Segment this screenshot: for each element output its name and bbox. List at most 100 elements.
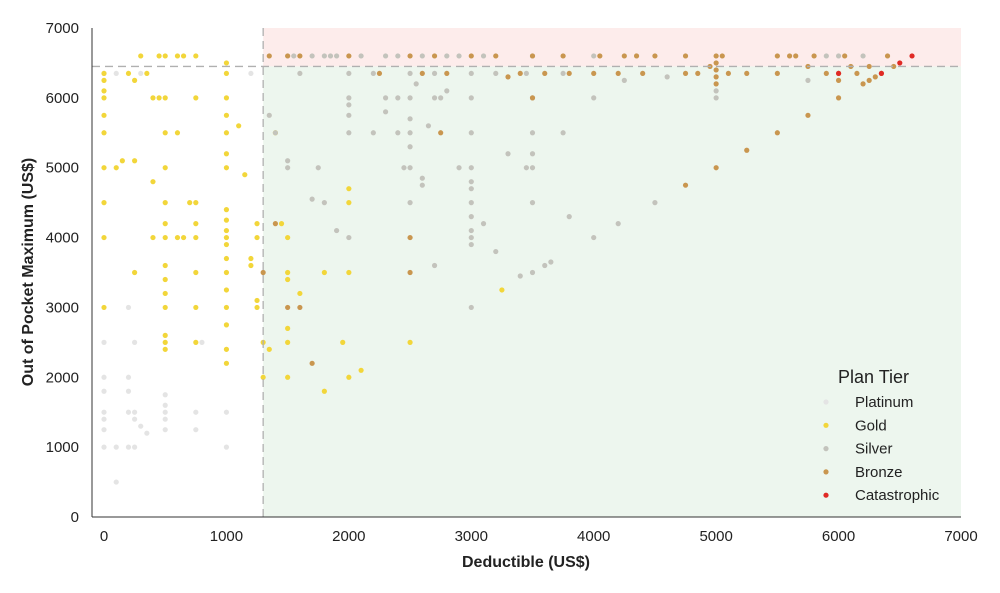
point-bronze: [793, 53, 799, 59]
point-gold: [156, 53, 162, 59]
point-gold: [223, 151, 230, 157]
point-silver: [346, 102, 352, 108]
point-platinum: [138, 423, 144, 429]
y-tick-label: 2000: [46, 369, 79, 386]
point-silver: [664, 74, 670, 80]
x-tick-label: 5000: [699, 528, 732, 545]
point-gold: [223, 60, 230, 66]
x-tick-label: 3000: [455, 528, 488, 545]
point-platinum: [101, 374, 107, 380]
point-bronze: [744, 147, 750, 153]
point-silver: [480, 53, 487, 59]
point-silver: [468, 227, 474, 234]
x-tick-label: 6000: [822, 528, 855, 545]
point-gold: [101, 77, 107, 83]
point-silver: [346, 70, 352, 77]
point-gold: [260, 374, 266, 380]
point-gold: [174, 234, 181, 241]
point-silver: [407, 116, 413, 122]
point-bronze: [560, 53, 566, 59]
point-bronze: [260, 269, 266, 276]
point-bronze: [407, 53, 413, 59]
point-gold: [193, 221, 199, 227]
point-silver: [285, 158, 291, 164]
point-silver: [395, 130, 401, 136]
point-silver: [468, 241, 474, 248]
point-platinum: [162, 409, 168, 415]
point-bronze: [866, 63, 872, 70]
point-platinum: [125, 374, 132, 380]
point-bronze: [719, 53, 725, 59]
point-silver: [438, 95, 444, 101]
y-tick-label: 7000: [46, 20, 79, 37]
point-gold: [223, 360, 230, 366]
point-silver: [523, 165, 529, 171]
point-silver: [419, 53, 425, 59]
point-silver: [327, 53, 334, 59]
point-silver: [468, 165, 474, 171]
region-lower: [263, 66, 962, 518]
point-gold: [162, 234, 168, 241]
point-bronze: [842, 53, 848, 59]
point-bronze: [774, 53, 780, 59]
point-silver: [468, 304, 474, 311]
point-silver: [713, 88, 719, 94]
point-platinum: [193, 427, 199, 433]
point-gold: [321, 388, 327, 394]
point-bronze: [872, 74, 878, 80]
legend-label-platinum: Platinum: [855, 394, 913, 411]
point-gold: [138, 53, 144, 59]
point-gold: [297, 290, 303, 297]
point-silver: [591, 95, 597, 101]
point-silver: [413, 81, 419, 87]
point-silver: [505, 151, 511, 157]
point-gold: [285, 276, 291, 283]
legend-label-gold: Gold: [855, 417, 887, 434]
point-gold: [346, 374, 352, 380]
point-bronze: [591, 70, 597, 77]
point-platinum: [101, 388, 107, 394]
point-bronze: [682, 182, 689, 188]
point-platinum: [125, 388, 132, 394]
point-platinum: [162, 402, 168, 408]
point-silver: [407, 200, 413, 206]
point-gold: [407, 339, 413, 345]
point-bronze: [682, 70, 689, 77]
point-gold: [223, 70, 230, 77]
point-gold: [125, 70, 132, 77]
point-gold: [248, 255, 254, 262]
point-silver: [566, 214, 572, 220]
point-bronze: [774, 130, 780, 136]
point-silver: [334, 53, 340, 59]
point-bronze: [272, 221, 278, 227]
point-gold: [162, 276, 168, 283]
point-gold: [101, 95, 107, 101]
point-silver: [529, 151, 536, 157]
point-gold: [193, 53, 199, 59]
point-bronze: [407, 269, 413, 276]
point-gold: [101, 200, 107, 206]
point-platinum: [125, 409, 132, 415]
point-bronze: [787, 53, 793, 59]
y-tick-label: 6000: [46, 90, 79, 107]
point-gold: [285, 234, 291, 241]
point-gold: [242, 172, 248, 178]
point-gold: [193, 95, 199, 101]
point-platinum: [138, 70, 144, 77]
point-gold: [254, 234, 260, 241]
point-gold: [101, 70, 107, 77]
point-gold: [254, 304, 260, 311]
point-gold: [193, 269, 199, 276]
point-silver: [346, 95, 352, 101]
point-silver: [468, 70, 474, 77]
point-silver: [523, 70, 529, 77]
point-silver: [407, 130, 413, 136]
point-platinum: [223, 444, 230, 450]
point-bronze: [407, 234, 413, 241]
point-platinum: [101, 339, 107, 345]
point-silver: [407, 95, 413, 101]
point-silver: [321, 200, 327, 206]
point-bronze: [615, 70, 621, 77]
